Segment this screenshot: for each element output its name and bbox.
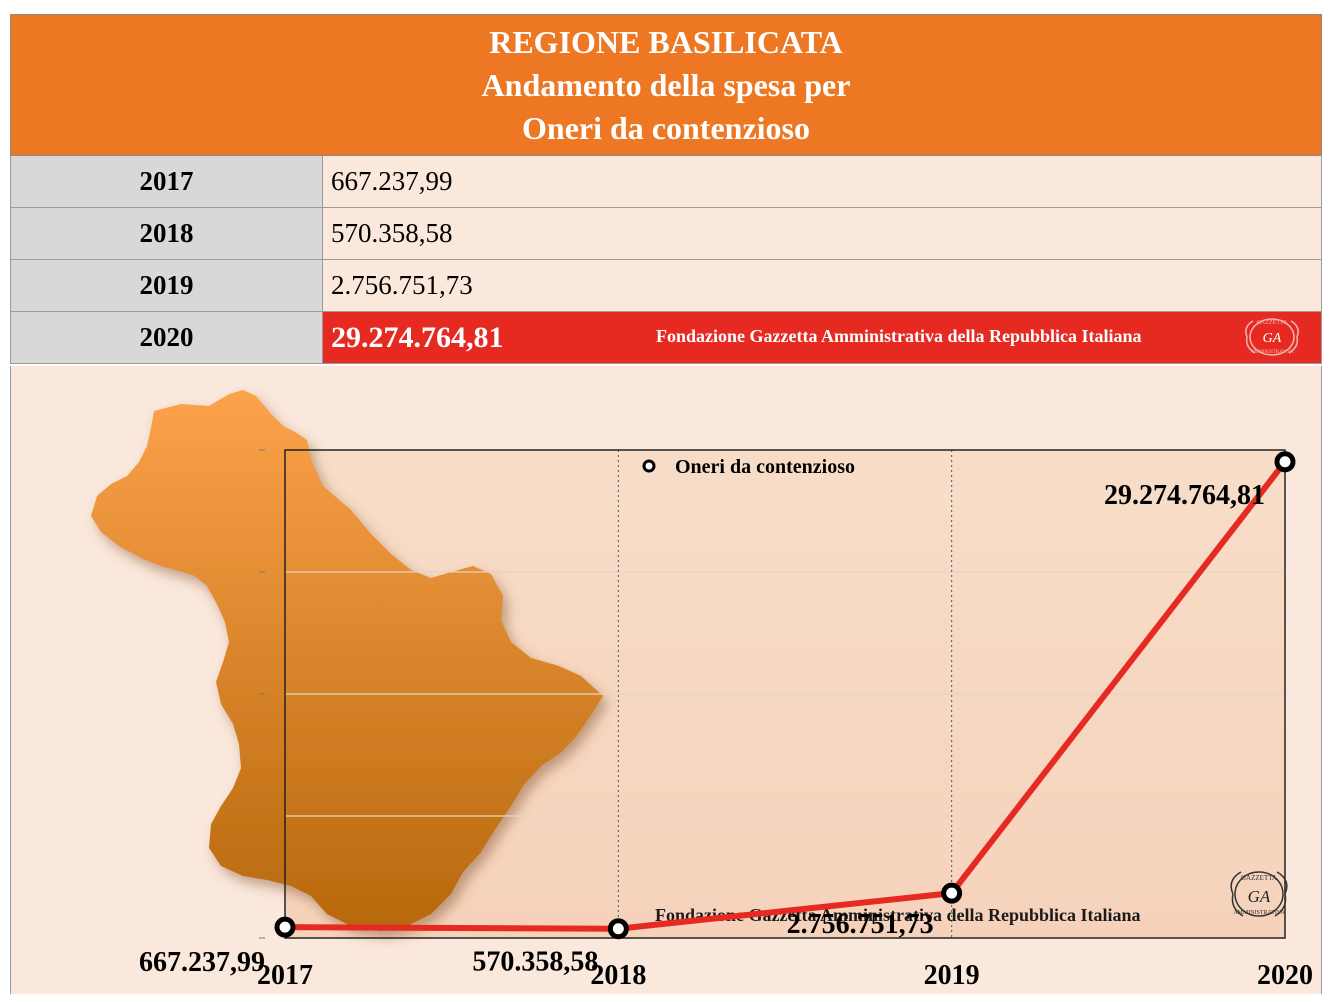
x-tick-label: 2020 [1257,960,1313,991]
year-cell: 2017 [10,156,323,207]
table-row-highlight: 2020 29.274.764,81 Fondazione Gazzetta A… [10,312,1322,364]
svg-text:GA: GA [1263,331,1282,346]
year-cell: 2020 [10,312,323,363]
svg-text:AMMINISTRATIVA: AMMINISTRATIVA [1233,910,1285,916]
plot-frame [284,449,1286,939]
value-cell: 29.274.764,81 Fondazione Gazzetta Ammini… [323,312,1322,363]
watermark-seal: GAZZETTA GA AMMINISTRATIVA [1230,871,1288,917]
value-cell: 667.237,99 [323,156,1322,207]
title-line-2: Andamento della spesa per [481,66,851,103]
data-label: 667.237,99 [139,947,265,978]
data-label: 29.274.764,81 [1104,480,1265,511]
data-point [941,882,963,904]
svg-text:GAZZETTA: GAZZETTA [1257,320,1289,326]
legend-label: Oneri da contenzioso [675,456,855,478]
title-line-3: Oneri da contenzioso [522,109,810,146]
table-row: 2018 570.358,58 [10,208,1322,260]
data-label: 2.756.751,73 [787,909,934,940]
seal-logo: GAZZETTA GA AMMINISTRATIVA [1245,318,1299,356]
value-cell: 2.756.751,73 [323,260,1322,311]
basilicata-map [91,390,603,931]
year-cell: 2019 [10,260,323,311]
highlight-value: 29.274.764,81 [331,320,504,354]
data-line [284,459,1288,932]
vertical-grid [617,450,953,938]
svg-text:GAZZETTA: GAZZETTA [1241,874,1277,882]
svg-text:AMMINISTRATIVA: AMMINISTRATIVA [1251,350,1294,355]
chart-panel: Fondazione Gazzetta Amministrativa della… [10,366,1322,994]
chart-title: REGIONE BASILICATA Andamento della spesa… [10,14,1322,156]
svg-text:GA: GA [1248,887,1271,906]
data-point [274,916,296,938]
data-table: 2017 667.237,99 2018 570.358,58 2019 2.7… [10,156,1322,364]
value-cell: 570.358,58 [323,208,1322,259]
grid-lines [285,571,1285,817]
legend: Oneri da contenzioso [642,456,855,478]
foundation-name: Fondazione Gazzetta Amministrativa della… [656,326,1142,346]
title-line-1: REGIONE BASILICATA [489,23,843,60]
table-row: 2017 667.237,99 [10,156,1322,208]
line-chart: Fondazione Gazzetta Amministrativa della… [91,390,1313,991]
x-tick-label: 2017 [257,960,313,991]
data-point [1274,451,1296,473]
table-row: 2019 2.756.751,73 [10,260,1322,312]
y-ticks [259,449,265,939]
x-axis-labels: 2017 2018 2019 2020 [257,960,1313,991]
year-cell: 2018 [10,208,323,259]
data-label: 570.358,58 [472,947,598,978]
x-tick-label: 2018 [590,960,646,991]
x-tick-label: 2019 [924,960,980,991]
series-line [274,451,1296,940]
data-point [607,918,629,940]
data-labels: 667.237,99 570.358,58 2.756.751,73 29.274.7… [139,480,1265,978]
legend-marker [642,459,656,473]
